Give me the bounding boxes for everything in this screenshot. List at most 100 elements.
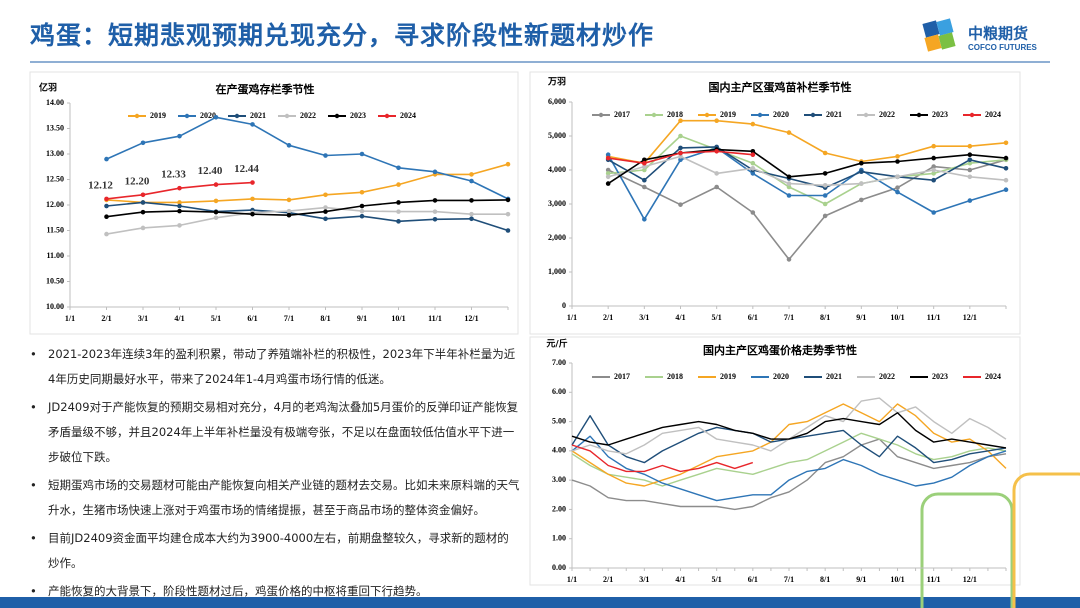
point [678, 118, 683, 123]
point [714, 118, 719, 123]
series-line [607, 155, 1007, 187]
point [140, 192, 146, 198]
point [140, 200, 146, 205]
x-tick-label: 6/1 [748, 313, 758, 322]
legend-swatch [704, 112, 710, 118]
x-tick-label: 1/1 [65, 314, 75, 323]
point [1003, 187, 1009, 193]
legend-swatch [969, 112, 975, 118]
data-label: 12.33 [161, 169, 186, 181]
legend-label: 2017 [614, 372, 630, 381]
point [678, 133, 683, 139]
point [213, 215, 219, 221]
point [396, 219, 401, 224]
point [822, 171, 828, 176]
point [678, 202, 683, 207]
bullet: 目前JD2409资金面平均建仓成本大约为3900-4000左右，前期盘整较久，寻… [28, 526, 520, 576]
y-tick-label: 4.00 [552, 446, 566, 455]
point [396, 182, 401, 187]
legend-label: 2017 [614, 110, 630, 119]
chart-frame [529, 336, 1021, 586]
series-line [571, 435, 1007, 502]
point [432, 209, 438, 214]
point [177, 133, 182, 139]
chart-title: 在产蛋鸡存栏季节性 [216, 82, 315, 96]
point [213, 114, 219, 120]
x-tick-label: 8/1 [820, 575, 830, 584]
point [505, 197, 511, 203]
legend-swatch [284, 113, 290, 119]
x-tick-label: 2/1 [603, 313, 613, 322]
point [895, 154, 900, 159]
point [505, 228, 511, 233]
legend-label: 2019 [150, 111, 166, 120]
point [286, 212, 292, 218]
point [177, 223, 182, 228]
point [140, 209, 146, 215]
data-label: 12.44 [234, 163, 259, 175]
x-tick-label: 12/1 [963, 313, 977, 322]
bullet: 2021-2023年连续3年的盈利积累，带动了养殖端补栏的积极性，2023年下半… [28, 342, 520, 392]
point [469, 198, 474, 203]
legend-label: 2021 [826, 372, 842, 381]
x-tick-label: 12/1 [963, 575, 977, 584]
y-tick-label: 2,000 [548, 233, 566, 242]
point [605, 181, 611, 186]
y-tick-label: 7.00 [552, 358, 566, 367]
point [678, 145, 683, 151]
point [714, 149, 719, 154]
legend-label: 2020 [200, 111, 216, 120]
series-line [607, 146, 1007, 189]
chart-title: 国内主产区鸡蛋价格走势季节性 [703, 343, 857, 357]
y-tick-label: 0.00 [552, 563, 566, 572]
point [286, 208, 292, 214]
legend-label: 2024 [985, 372, 1001, 381]
y-tick-label: 14.00 [46, 98, 64, 107]
x-tick-label: 9/1 [856, 313, 866, 322]
point [505, 211, 511, 217]
point [750, 149, 756, 154]
slide-title: 鸡蛋：短期悲观预期兑现充分，寻求阶段性新题材炒作 [30, 21, 655, 50]
legend-swatch [863, 112, 869, 118]
bullet: 短期蛋鸡市场的交易题材可能由产能恢复向相关产业链的题材去交易。比如未来原料端的天… [28, 473, 520, 523]
x-tick-label: 9/1 [357, 314, 367, 323]
point [323, 209, 328, 214]
y-axis-unit: 万羽 [547, 77, 566, 88]
legend-label: 2023 [350, 111, 366, 120]
legend-swatch [334, 113, 340, 119]
y-tick-label: 6.00 [552, 387, 566, 396]
point [104, 156, 109, 162]
y-tick-label: 2.00 [552, 504, 566, 513]
legend-swatch [651, 112, 657, 118]
x-tick-label: 11/1 [927, 313, 941, 322]
point [396, 200, 401, 205]
series-line [106, 163, 509, 204]
series-line [571, 403, 1007, 487]
point [750, 171, 756, 176]
chart-frame [29, 71, 519, 335]
legend-swatch [916, 112, 922, 118]
point [1003, 166, 1009, 171]
legend-swatch [134, 113, 140, 119]
point [931, 155, 936, 161]
point [967, 143, 973, 149]
point [786, 174, 792, 180]
point [895, 185, 900, 190]
point [822, 213, 828, 219]
series-line [608, 119, 1007, 164]
data-label: 12.12 [88, 179, 113, 191]
data-label: 12.40 [198, 165, 223, 177]
y-tick-label: 12.00 [46, 200, 64, 209]
y-axis-unit: 元/斤 [546, 338, 567, 350]
point [396, 209, 401, 214]
y-tick-label: 5.00 [552, 416, 566, 425]
point [250, 180, 255, 185]
legend-swatch [757, 112, 763, 118]
logo-english: COFCO FUTURES [968, 43, 1038, 52]
bullet: JD2409对于产能恢复的预期交易相对充分，4月的老鸡淘汰叠加5月蛋价的反弹印证… [28, 395, 520, 470]
point [359, 213, 365, 219]
point [822, 201, 828, 207]
series-line [106, 199, 509, 218]
